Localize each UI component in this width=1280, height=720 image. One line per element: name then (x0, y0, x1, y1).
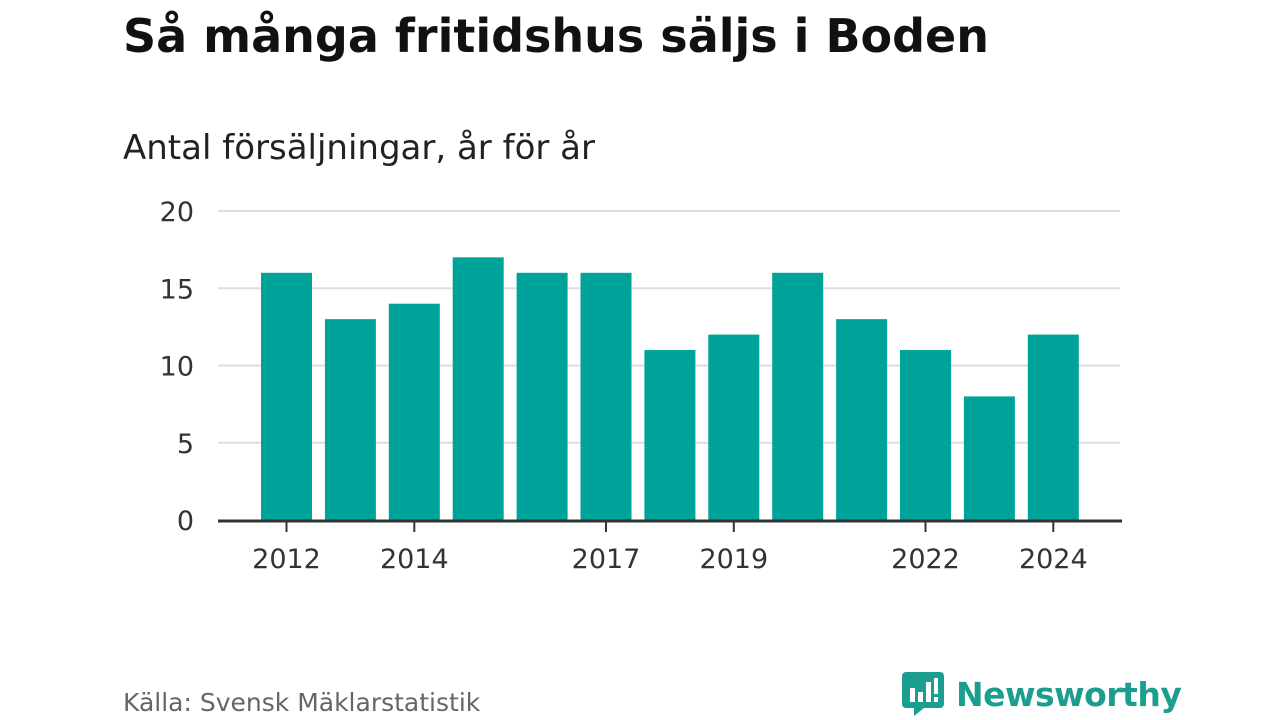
x-tick-label: 2022 (891, 544, 960, 575)
bar-2014 (388, 303, 440, 520)
bar-2018 (644, 350, 696, 520)
x-tick-label: 2014 (380, 544, 449, 575)
bar-2017 (580, 272, 632, 520)
bar-2012 (261, 272, 312, 520)
chart-title: Så många fritidshus säljs i Boden (123, 9, 989, 63)
chart-bubble-icon (902, 672, 944, 716)
bar-2024 (1027, 334, 1079, 520)
bar-2015 (452, 257, 504, 520)
bar-2022 (900, 350, 951, 520)
y-tick-label: 0 (177, 506, 194, 537)
newsworthy-logo: Newsworthy (902, 670, 1182, 718)
bar-2013 (324, 319, 376, 520)
bar-2019 (708, 334, 760, 520)
y-tick-label: 10 (160, 352, 194, 383)
bar-2020 (772, 272, 824, 520)
y-tick-label: 15 (160, 274, 194, 305)
x-tick-label: 2024 (1019, 544, 1088, 575)
chart-subtitle: Antal försäljningar, år för år (123, 128, 595, 168)
bar-2023 (963, 396, 1015, 520)
y-tick-label: 20 (160, 197, 194, 228)
source-note: Källa: Svensk Mäklarstatistik (123, 688, 481, 717)
x-tick-label: 2012 (252, 544, 321, 575)
y-tick-label: 5 (177, 429, 194, 460)
bar-2021 (836, 319, 888, 520)
x-tick-label: 2017 (572, 544, 641, 575)
x-tick-label: 2019 (699, 544, 768, 575)
logo-text: Newsworthy (956, 674, 1182, 714)
bar-chart: 0 5 10 15 20 2012 2014 2017 2019 2022 2024 (160, 197, 1122, 575)
bar-2016 (516, 272, 568, 520)
